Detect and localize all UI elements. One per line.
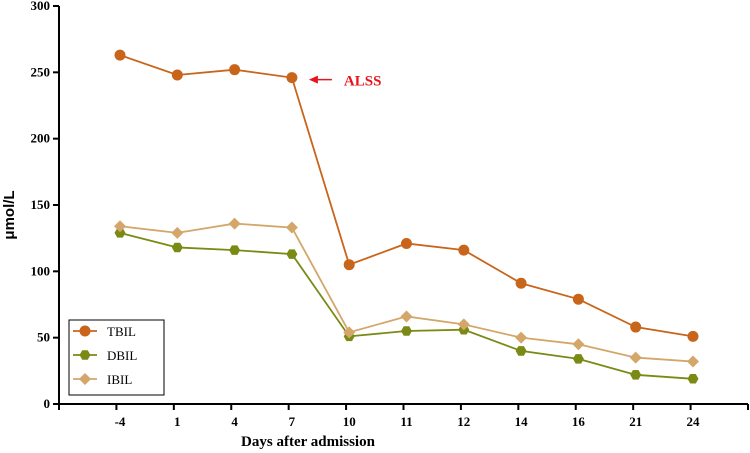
data-point-dbil — [171, 242, 183, 253]
legend-label-dbil: DBIL — [107, 348, 137, 363]
x-tick-label: 11 — [400, 414, 412, 429]
data-point-ibil — [515, 331, 528, 344]
data-point-dbil — [401, 326, 412, 336]
data-point-ibil — [285, 221, 298, 234]
x-axis-title: Days after admission — [241, 434, 376, 450]
data-point-ibil — [400, 310, 413, 323]
data-point-ibil — [228, 217, 241, 230]
data-point-dbil — [286, 249, 298, 259]
series-tbil — [114, 49, 699, 342]
data-point-dbil — [630, 370, 642, 380]
data-point-tbil — [286, 72, 298, 84]
data-point-ibil — [114, 220, 126, 233]
data-point-dbil — [572, 354, 584, 364]
data-point-ibil — [457, 318, 470, 331]
y-tick-label: 250 — [31, 64, 51, 79]
data-point-tbil — [114, 49, 126, 61]
data-point-ibil — [687, 355, 699, 368]
data-point-tbil — [171, 69, 183, 81]
y-axis-title: μmol/L — [1, 190, 18, 239]
x-tick-label: 1 — [174, 414, 181, 429]
data-point-tbil — [229, 64, 241, 76]
data-point-ibil — [629, 351, 642, 364]
data-point-ibil — [171, 226, 184, 239]
y-tick-label: 0 — [44, 396, 51, 411]
legend-marker-ibil — [79, 373, 91, 385]
series-line-dbil — [119, 231, 694, 380]
x-tick-label: 14 — [515, 414, 529, 429]
data-point-tbil — [401, 237, 412, 249]
data-point-ibil — [572, 338, 585, 351]
x-tick-label: 4 — [231, 414, 238, 429]
legend-label-tbil: TBIL — [107, 324, 136, 339]
data-point-tbil — [515, 277, 527, 289]
x-axis: -4 1 4 7 10 11 12 14 16 21 24 — [58, 403, 749, 429]
y-tick-label: 150 — [31, 197, 51, 212]
annotation-label: ALSS — [344, 74, 382, 90]
data-point-tbil — [343, 259, 355, 271]
x-tick-label: -4 — [115, 414, 126, 429]
y-tick-label: 200 — [31, 131, 51, 146]
annotation-layer: ALSS — [308, 74, 382, 90]
data-point-tbil — [687, 330, 699, 342]
data-point-tbil — [572, 293, 584, 305]
legend-marker-dbil — [79, 350, 91, 360]
x-tick-label: 21 — [629, 414, 642, 429]
x-tick-label: 24 — [687, 414, 701, 429]
x-tick-label: 10 — [343, 414, 356, 429]
data-point-tbil — [458, 244, 470, 256]
y-tick-label: 300 — [31, 0, 51, 13]
data-point-dbil — [515, 346, 527, 356]
data-point-dbil — [114, 228, 126, 238]
legend-label-ibil: IBIL — [107, 372, 132, 387]
y-tick-label: 50 — [37, 330, 50, 345]
data-point-dbil — [229, 245, 241, 255]
series-line-tbil — [119, 54, 694, 338]
x-tick-label: 7 — [289, 414, 296, 429]
series-ibil — [114, 217, 699, 368]
legend-marker-tbil — [79, 325, 91, 337]
x-tick-label: 16 — [572, 414, 586, 429]
y-axis: 0 50 100 150 200 250 300 — [31, 0, 60, 411]
data-point-tbil — [630, 321, 642, 333]
series-layer — [114, 49, 699, 384]
x-tick-label: 12 — [457, 414, 470, 429]
data-point-dbil — [687, 374, 699, 384]
series-dbil — [114, 228, 699, 384]
annotation-arrow-head — [308, 75, 318, 84]
legend: TBIL DBIL IBIL — [68, 319, 165, 396]
data-point-ibil — [343, 326, 356, 339]
y-tick-label: 100 — [31, 263, 51, 278]
